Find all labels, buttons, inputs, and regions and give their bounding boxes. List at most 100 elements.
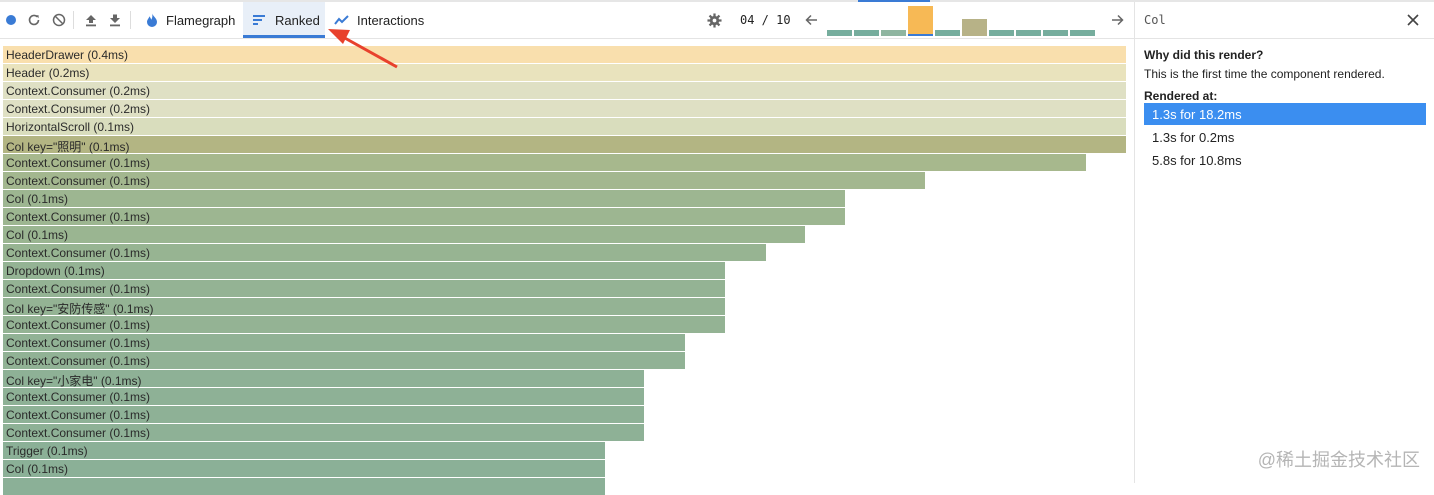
ranked-bar[interactable]: Context.Consumer (0.1ms) <box>3 352 685 369</box>
ranked-bar[interactable]: Context.Consumer (0.2ms) <box>3 100 1126 117</box>
download-icon <box>110 14 120 27</box>
toolbar-divider <box>130 11 131 29</box>
ranked-bar[interactable]: Header (0.2ms) <box>3 64 1126 81</box>
ranked-bar-label: HeaderDrawer (0.4ms) <box>6 48 129 62</box>
next-commit-button[interactable] <box>1107 10 1127 30</box>
render-item-label: 5.8s for 10.8ms <box>1152 153 1242 168</box>
arrow-left-icon <box>804 14 817 26</box>
ranked-bar[interactable]: HorizontalScroll (0.1ms) <box>3 118 1126 135</box>
ranked-bar[interactable]: Context.Consumer (0.1ms) <box>3 334 685 351</box>
component-details-panel: Col Why did this render? This is the fir… <box>1134 2 1434 483</box>
commit-bar-selected[interactable] <box>908 6 933 36</box>
commit-bar[interactable] <box>1070 30 1095 36</box>
ranked-bar[interactable]: Context.Consumer (0.1ms) <box>3 154 1086 171</box>
ranked-bar-label: Context.Consumer (0.2ms) <box>6 102 151 116</box>
tab-interactions[interactable]: Interactions <box>325 2 435 38</box>
ranked-bar-label: Col key="照明" (0.1ms) <box>6 140 130 154</box>
ranked-bar[interactable]: Col key="照明" (0.1ms) <box>3 136 1126 154</box>
ranked-bar[interactable]: Col (0.1ms) <box>3 460 605 477</box>
render-item[interactable]: 1.3s for 0.2ms <box>1144 126 1426 148</box>
render-item[interactable]: 5.8s for 10.8ms <box>1144 149 1426 171</box>
render-item-label: 1.3s for 0.2ms <box>1152 130 1235 145</box>
watermark: @稀土掘金技术社区 <box>1257 450 1420 470</box>
ranked-bar-label: Context.Consumer (0.1ms) <box>6 282 151 296</box>
ranked-bar-label: Context.Consumer (0.1ms) <box>6 390 151 404</box>
flame-icon <box>146 13 158 27</box>
commit-selector[interactable] <box>827 6 1097 36</box>
record-button[interactable] <box>1 10 21 30</box>
upload-icon <box>86 15 96 27</box>
ranked-bar[interactable]: Col key="安防传感" (0.1ms) <box>3 298 725 316</box>
ranked-bar-label: Context.Consumer (0.1ms) <box>6 318 151 332</box>
commit-bar[interactable] <box>1043 30 1068 36</box>
close-panel-button[interactable] <box>1405 12 1421 28</box>
ranked-bar[interactable]: Col (0.1ms) <box>3 190 845 207</box>
commit-bar[interactable] <box>854 30 879 36</box>
selected-tab-indicator <box>243 35 325 38</box>
commit-bar[interactable] <box>1016 30 1041 36</box>
ranked-bar[interactable]: Context.Consumer (0.1ms) <box>3 388 644 405</box>
ranked-bar-label: Context.Consumer (0.1ms) <box>6 174 151 188</box>
ranked-bar-label: HorizontalScroll (0.1ms) <box>6 120 135 134</box>
profiler-toolbar: Flamegraph Ranked Interactions 04 / 10 <box>0 2 1134 39</box>
render-item[interactable]: 1.3s for 18.2ms <box>1144 103 1426 125</box>
ranked-icon <box>253 14 267 26</box>
ranked-bar[interactable]: Context.Consumer (0.1ms) <box>3 244 766 261</box>
record-icon <box>6 15 16 25</box>
reload-and-profile-button[interactable] <box>24 10 44 30</box>
commit-bar[interactable] <box>935 30 960 36</box>
tab-label: Interactions <box>357 12 425 28</box>
ranked-bar-label: Context.Consumer (0.1ms) <box>6 156 151 170</box>
ranked-bar[interactable]: HeaderDrawer (0.4ms) <box>3 46 1126 63</box>
commit-counter: 04 / 10 <box>740 13 791 27</box>
top-border-accent <box>858 0 930 2</box>
tab-flamegraph[interactable]: Flamegraph <box>137 2 243 38</box>
panel-title: Col <box>1144 13 1166 27</box>
ranked-bar-label: Trigger (0.1ms) <box>6 444 88 458</box>
tab-label: Ranked <box>275 12 320 28</box>
ranked-bar[interactable] <box>3 478 605 495</box>
tab-label: Flamegraph <box>166 12 236 28</box>
gear-icon <box>706 12 722 28</box>
why-render-heading: Why did this render? <box>1144 48 1264 62</box>
commit-bar[interactable] <box>962 19 987 36</box>
rendered-at-heading: Rendered at: <box>1144 89 1218 103</box>
clear-profiling-button[interactable] <box>49 10 69 30</box>
ranked-bar[interactable]: Trigger (0.1ms) <box>3 442 605 459</box>
render-item-label: 1.3s for 18.2ms <box>1152 107 1242 122</box>
profiler-settings-button[interactable] <box>704 10 724 30</box>
ranked-bar[interactable]: Context.Consumer (0.1ms) <box>3 280 725 297</box>
close-icon <box>1407 14 1419 26</box>
save-profile-button[interactable] <box>105 10 125 30</box>
ranked-bar[interactable]: Col (0.1ms) <box>3 226 805 243</box>
commit-bar[interactable] <box>827 30 852 36</box>
ranked-chart: HeaderDrawer (0.4ms) Header (0.2ms) Contex… <box>3 46 1126 495</box>
ranked-bar-label: Context.Consumer (0.1ms) <box>6 426 151 440</box>
ranked-bar[interactable]: Context.Consumer (0.1ms) <box>3 208 845 225</box>
ranked-bar-label: Context.Consumer (0.1ms) <box>6 210 151 224</box>
clear-icon <box>52 13 66 27</box>
ranked-bar[interactable]: Context.Consumer (0.1ms) <box>3 424 644 441</box>
ranked-bar[interactable]: Dropdown (0.1ms) <box>3 262 725 279</box>
tab-ranked[interactable]: Ranked <box>243 2 325 38</box>
ranked-bar[interactable]: Context.Consumer (0.1ms) <box>3 316 725 333</box>
interactions-icon <box>334 14 349 26</box>
ranked-bar-label: Context.Consumer (0.1ms) <box>6 408 151 422</box>
ranked-bar-label: Context.Consumer (0.2ms) <box>6 84 151 98</box>
why-render-text: This is the first time the component ren… <box>1144 67 1385 81</box>
ranked-bar-label: Col (0.1ms) <box>6 228 69 242</box>
ranked-bar[interactable]: Col key="小家电" (0.1ms) <box>3 370 644 388</box>
ranked-bar-label: Col (0.1ms) <box>6 462 69 476</box>
ranked-bar-label: Context.Consumer (0.1ms) <box>6 354 151 368</box>
previous-commit-button[interactable] <box>801 10 821 30</box>
load-profile-button[interactable] <box>81 10 101 30</box>
ranked-bar[interactable]: Context.Consumer (0.1ms) <box>3 172 925 189</box>
ranked-bar-label: Context.Consumer (0.1ms) <box>6 336 151 350</box>
ranked-bar-label: Context.Consumer (0.1ms) <box>6 246 151 260</box>
commit-bar[interactable] <box>989 30 1014 36</box>
top-border <box>0 0 1434 2</box>
ranked-bar[interactable]: Context.Consumer (0.1ms) <box>3 406 644 423</box>
ranked-bar-label: Col key="安防传感" (0.1ms) <box>6 302 154 316</box>
ranked-bar[interactable]: Context.Consumer (0.2ms) <box>3 82 1126 99</box>
commit-bar[interactable] <box>881 30 906 36</box>
